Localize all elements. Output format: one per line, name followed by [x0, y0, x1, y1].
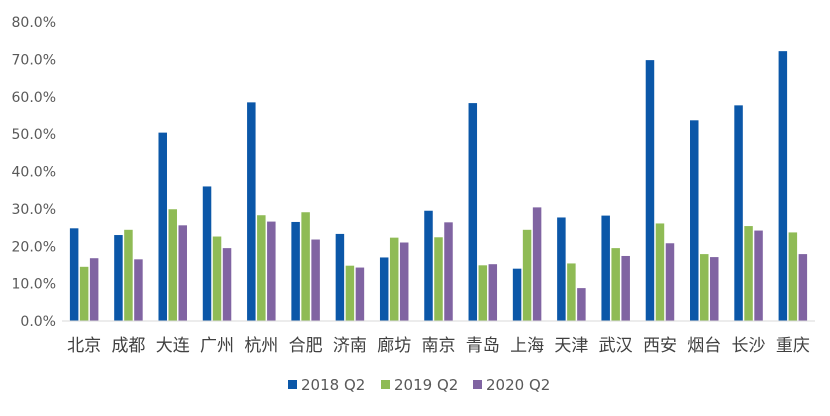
bar-3-16 — [754, 230, 763, 321]
bar-2-15 — [700, 254, 709, 321]
x-category-label: 北京 — [67, 336, 101, 356]
bar-1-1 — [69, 228, 79, 321]
legend-swatch — [288, 380, 297, 389]
x-category-label: 重庆 — [776, 336, 810, 356]
bar-2-5 — [257, 215, 266, 321]
bar-1-13 — [601, 215, 610, 321]
x-category-label: 济南 — [333, 336, 367, 356]
bar-3-13 — [621, 255, 630, 321]
bar-2-7 — [345, 265, 355, 321]
bar-1-2 — [114, 235, 123, 321]
bar-1-7 — [335, 233, 345, 321]
bar-1-9 — [424, 210, 433, 321]
bar-3-6 — [311, 239, 320, 321]
legend: 2018 Q2 2019 Q2 2020 Q2 — [288, 376, 550, 394]
bar-3-9 — [444, 222, 453, 321]
x-category-label: 烟台 — [687, 336, 721, 356]
bar-3-10 — [488, 264, 498, 321]
x-category-label: 南京 — [422, 336, 456, 356]
y-tick-label: 0.0% — [20, 314, 56, 330]
bar-3-15 — [710, 257, 719, 321]
bar-3-17 — [798, 254, 808, 321]
x-category-label: 成都 — [111, 336, 145, 356]
bar-2-16 — [744, 226, 753, 321]
y-tick-label: 20.0% — [12, 239, 56, 255]
y-tick-label: 30.0% — [12, 202, 56, 218]
legend-label: 2019 Q2 — [394, 376, 458, 394]
bar-1-12 — [557, 217, 566, 321]
bar-3-11 — [532, 207, 542, 321]
bar-1-17 — [778, 51, 788, 322]
x-category-label: 大连 — [156, 336, 190, 356]
x-axis: 北京 成都 大连 广州 杭州 合肥 济南 廊坊 南京 青岛 上海 天津 武汉 西安 烟台 长沙 重庆 — [67, 336, 810, 356]
bar-3-14 — [665, 243, 675, 321]
bar-3-2 — [134, 259, 143, 321]
bar-1-6 — [291, 221, 300, 321]
bar-2-17 — [788, 232, 798, 321]
x-category-label: 西安 — [643, 336, 677, 356]
bar-1-4 — [202, 186, 212, 321]
bar-1-8 — [379, 257, 389, 321]
bar-2-13 — [611, 248, 620, 321]
bar-3-3 — [178, 225, 187, 321]
bar-1-5 — [247, 102, 256, 321]
y-tick-label: 40.0% — [12, 165, 56, 181]
bar-2-11 — [522, 229, 532, 321]
x-category-label: 合肥 — [289, 336, 323, 356]
bar-2-4 — [212, 236, 222, 321]
bars — [69, 51, 808, 322]
bar-3-12 — [577, 288, 586, 321]
y-tick-label: 50.0% — [12, 127, 56, 143]
bar-2-6 — [301, 212, 310, 321]
legend-label: 2018 Q2 — [301, 376, 365, 394]
x-category-label: 武汉 — [599, 336, 633, 356]
bar-3-1 — [89, 258, 99, 321]
bar-1-15 — [690, 120, 699, 321]
x-category-label: 青岛 — [466, 336, 500, 356]
bar-1-3 — [158, 132, 167, 321]
bar-1-11 — [512, 268, 522, 321]
bar-2-10 — [478, 265, 488, 321]
legend-swatch — [381, 380, 390, 389]
bar-1-16 — [734, 105, 743, 321]
bar-2-1 — [79, 266, 89, 321]
bar-2-2 — [124, 229, 133, 321]
bar-2-14 — [655, 223, 665, 321]
x-category-label: 广州 — [200, 336, 234, 356]
legend-swatch — [473, 380, 482, 389]
y-axis: 0.0% 10.0% 20.0% 30.0% 40.0% 50.0% 60.0% 70.0% 8… — [12, 15, 56, 330]
y-tick-label: 80.0% — [12, 15, 56, 31]
bar-3-4 — [222, 248, 232, 321]
x-category-label: 廊坊 — [377, 336, 411, 356]
legend-label: 2020 Q2 — [486, 376, 550, 394]
bar-1-10 — [468, 103, 478, 321]
bar-2-3 — [168, 209, 177, 321]
x-category-label: 杭州 — [244, 336, 278, 356]
bar-3-8 — [399, 242, 409, 321]
bar-3-5 — [267, 221, 276, 321]
bar-1-14 — [645, 60, 655, 322]
bar-2-9 — [434, 237, 443, 321]
x-category-label: 上海 — [510, 336, 544, 356]
x-category-label: 长沙 — [732, 336, 766, 356]
bar-2-8 — [389, 237, 399, 321]
y-tick-label: 60.0% — [12, 90, 56, 106]
bar-2-12 — [567, 263, 576, 321]
y-tick-label: 10.0% — [12, 277, 56, 293]
y-tick-label: 70.0% — [12, 52, 56, 68]
bar-3-7 — [355, 267, 365, 321]
x-category-label: 天津 — [554, 336, 588, 356]
